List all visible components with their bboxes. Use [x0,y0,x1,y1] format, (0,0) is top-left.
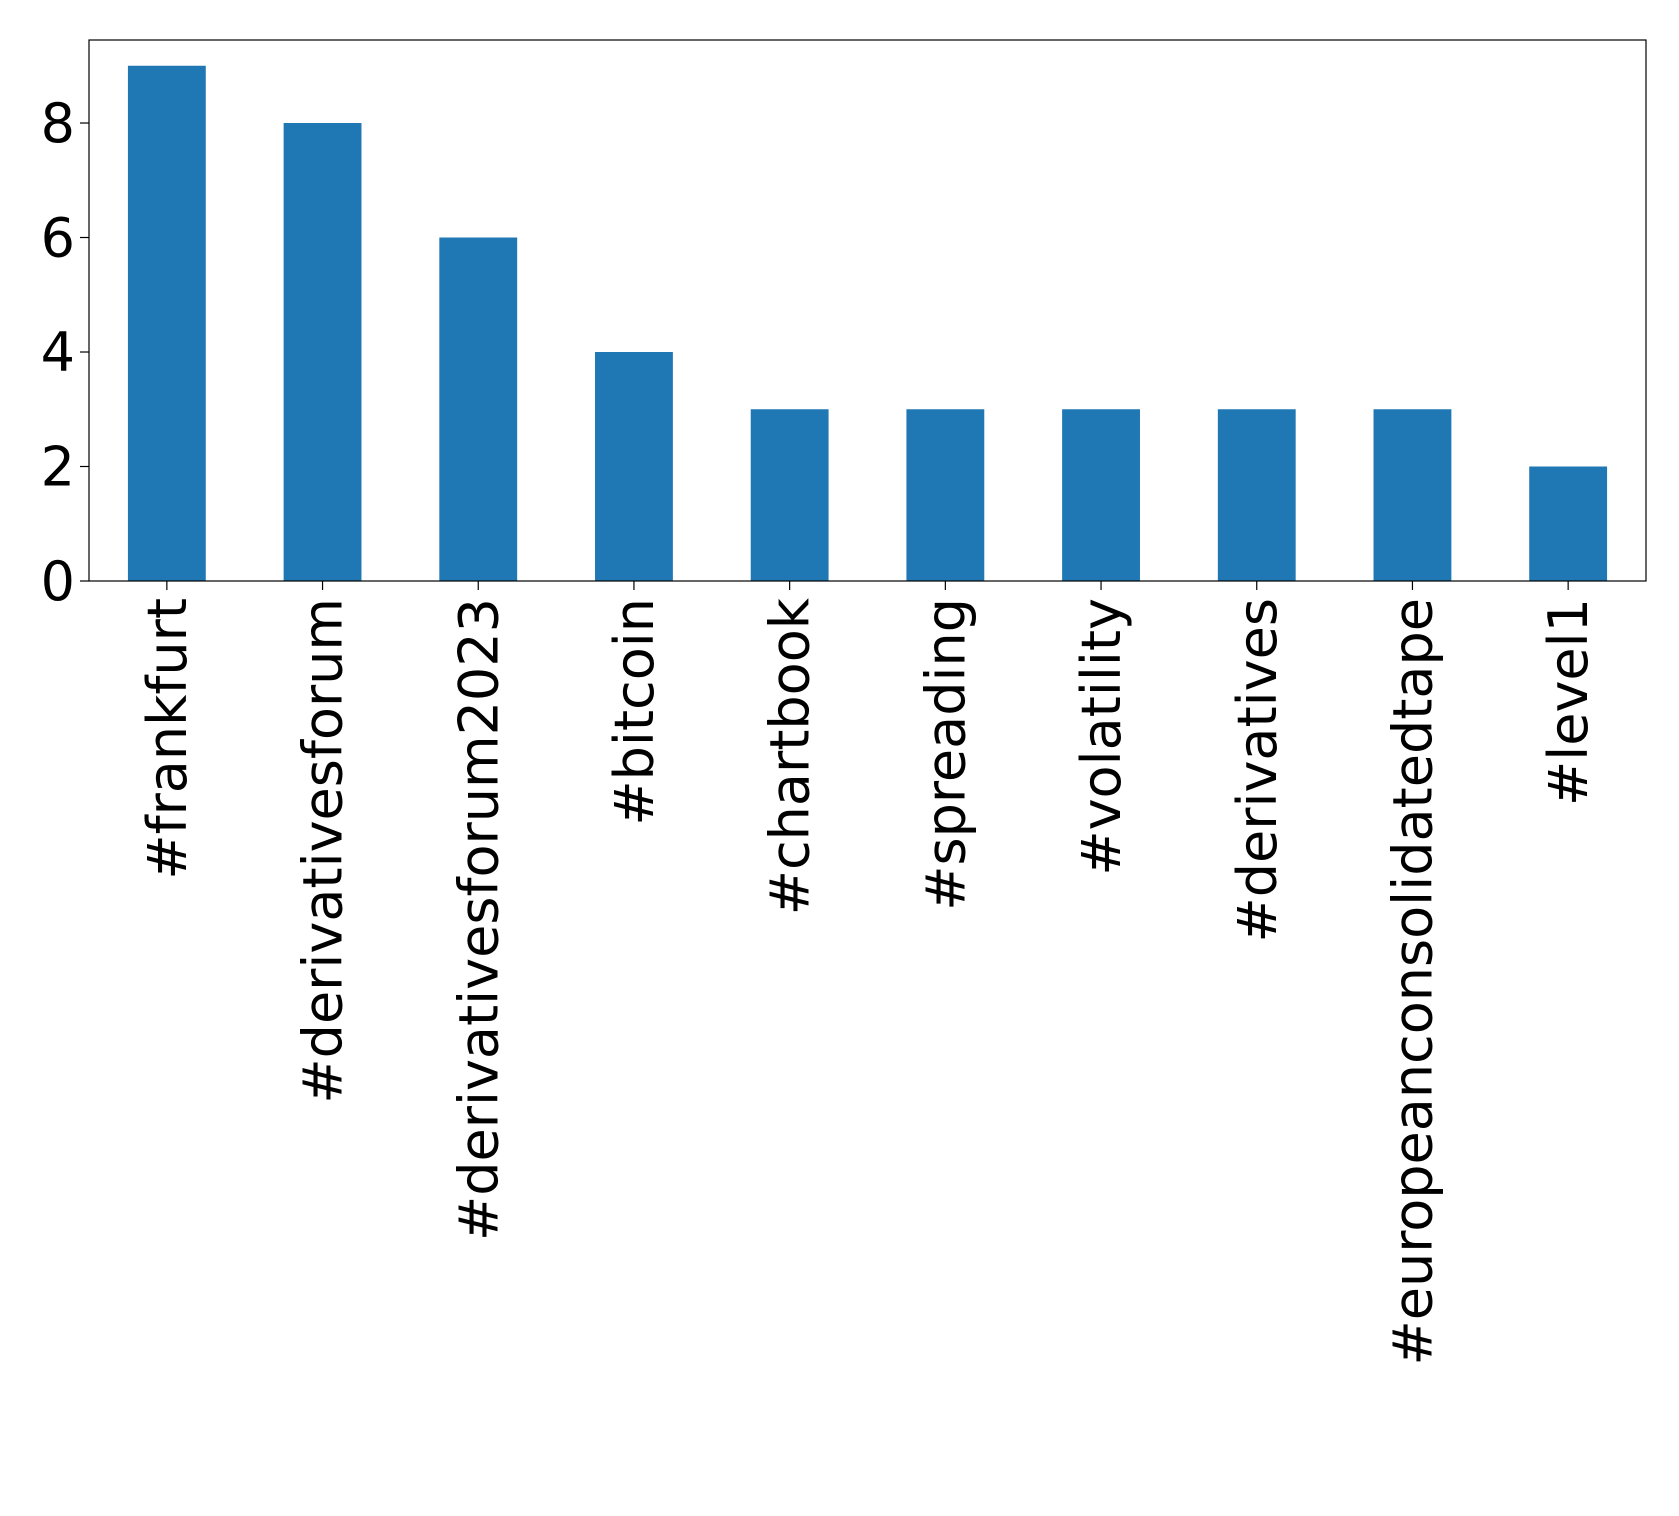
x-tick-label: #derivatives [1226,598,1289,943]
x-tick-label: #frankfurt [136,598,199,880]
x-tick-label: #chartbook [759,597,822,915]
bar [1373,409,1452,581]
y-tick-label: 2 [41,436,75,499]
bar [1217,409,1296,581]
x-tick-label: #volatility [1070,598,1133,876]
x-tick-label: #level1 [1537,598,1600,806]
bar [283,123,362,581]
bar [1062,409,1140,581]
bar [906,409,985,581]
x-tick-label: #europeanconsolidatedtape [1381,598,1444,1366]
y-tick-label: 4 [41,321,75,384]
x-tick-label: #spreading [914,598,977,911]
bar [439,237,518,581]
y-tick-label: 8 [41,92,75,155]
bar [595,352,673,581]
y-tick-label: 6 [41,207,75,270]
x-tick-label: #derivativesforum [292,598,355,1104]
bar [750,409,829,581]
bar [127,65,206,581]
x-tick-label: #bitcoin [603,598,666,826]
x-tick-label: #derivativesforum2023 [447,598,510,1241]
plot-frame [88,39,1647,582]
bar [1529,466,1608,581]
y-tick-label: 0 [41,550,75,613]
